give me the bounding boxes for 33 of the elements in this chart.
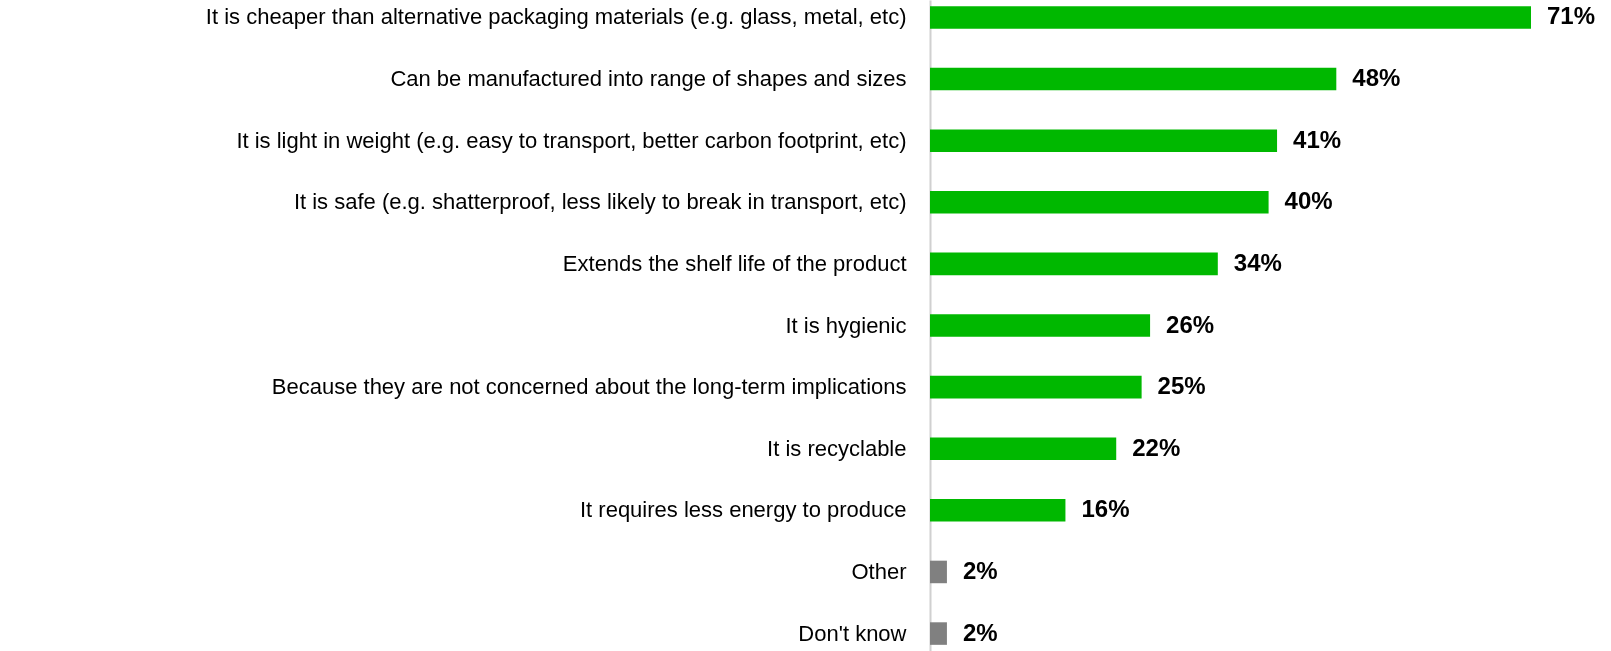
data-label: 34% [1233, 248, 1282, 276]
bar [930, 622, 947, 645]
y-tick-label: Because they are not concerned about the long-term implications [271, 374, 907, 400]
bar [930, 191, 1269, 214]
data-label: 48% [1352, 64, 1401, 92]
y-tick-label: Can be manufactured into range of shapes and sizes [390, 66, 907, 92]
data-label: 41% [1293, 125, 1342, 153]
bar [930, 314, 1151, 337]
data-label: 71% [1547, 2, 1596, 30]
y-tick-label: It is recyclable [767, 435, 907, 461]
data-label: 40% [1284, 187, 1333, 215]
bar [930, 437, 1117, 460]
data-label: 25% [1157, 372, 1206, 400]
data-label: 26% [1166, 310, 1215, 338]
y-tick-label: Other [851, 558, 907, 584]
y-tick-label: It is safe (e.g. shatterproof, less likely to break in transport, etc) [293, 189, 907, 215]
y-tick-label: Extends the shelf life of the product [562, 250, 907, 276]
data-label: 2% [962, 556, 998, 584]
data-label: 22% [1132, 433, 1181, 461]
y-tick-label: It is cheaper than alternative packaging materials (e.g. glass, metal, etc) [205, 4, 907, 30]
y-tick-label: It requires less energy to produce [579, 497, 907, 523]
bar [930, 560, 947, 584]
y-tick-label: Don't know [798, 620, 907, 646]
y-tick-label: It is light in weight (e.g. easy to transport, better carbon footprint, etc) [236, 127, 907, 153]
data-label: 2% [962, 618, 998, 646]
bar [930, 67, 1337, 91]
bar [930, 6, 1531, 29]
y-tick-label: It is hygienic [785, 312, 907, 338]
data-label: 16% [1081, 495, 1130, 523]
bar [930, 129, 1278, 152]
bar [930, 252, 1218, 276]
bar [930, 499, 1066, 522]
bar [930, 375, 1142, 399]
